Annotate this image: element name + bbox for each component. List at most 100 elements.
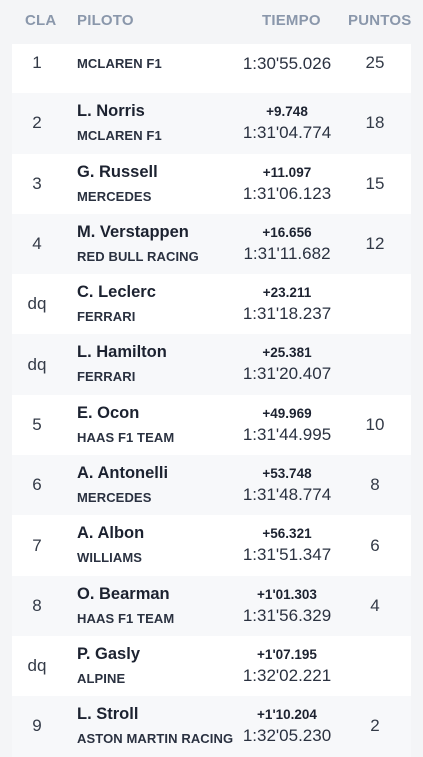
row-points: 8 <box>370 475 380 495</box>
table-row[interactable]: 3 G. Russell MERCEDES +11.097 1:31'06.12… <box>12 153 411 214</box>
row-gap: +16.656 <box>262 224 312 240</box>
row-team: MERCEDES <box>77 188 152 204</box>
table-row[interactable]: 8 O. Bearman HAAS F1 TEAM +1'01.303 1:31… <box>12 575 411 636</box>
row-position: dq <box>27 656 47 676</box>
row-points: 2 <box>370 716 380 736</box>
row-driver: G. Russell <box>77 162 158 181</box>
row-time: 1:31'48.774 <box>242 485 332 505</box>
row-position: 5 <box>32 414 42 434</box>
row-team: MCLAREN F1 <box>77 128 162 144</box>
row-driver: A. Albon <box>77 524 145 543</box>
table-row[interactable]: 5 E. Ocon HAAS F1 TEAM +49.969 1:31'44.9… <box>12 394 411 456</box>
row-time-cell: +1'07.195 1:32'02.221 <box>227 636 347 696</box>
table-row[interactable]: 2 L. Norris MCLAREN F1 +9.748 1:31'04.77… <box>12 93 411 154</box>
row-team: HAAS F1 TEAM <box>77 610 175 626</box>
row-time-cell: +11.097 1:31'06.123 <box>227 154 347 214</box>
row-time: 1:31'51.347 <box>242 545 332 565</box>
row-time-cell: +23.211 1:31'18.237 <box>227 274 347 334</box>
row-time: 1:32'02.221 <box>242 665 332 685</box>
row-time-cell: +49.969 1:31'44.995 <box>227 395 347 455</box>
row-team: ASTON MARTIN RACING <box>77 731 234 747</box>
row-points: 6 <box>370 535 380 555</box>
results-rows: 1 O. Piastri MCLAREN F1 1:30'55.026 25 2… <box>0 30 423 757</box>
row-team: MERCEDES <box>77 490 152 506</box>
row-time: 1:30'55.026 <box>242 54 332 73</box>
row-time: 1:31'06.123 <box>242 183 332 203</box>
row-time: 1:31'44.995 <box>242 424 332 444</box>
table-row[interactable]: 7 A. Albon WILLIAMS +56.321 1:31'51.347 … <box>12 515 411 576</box>
row-team: ALPINE <box>77 670 126 686</box>
row-points: 15 <box>365 173 385 193</box>
row-time: 1:31'11.682 <box>243 243 331 263</box>
row-driver: M. Verstappen <box>77 222 189 241</box>
row-team: MCLAREN F1 <box>77 56 162 71</box>
row-time-cell: +53.748 1:31'48.774 <box>227 455 347 515</box>
row-gap: +11.097 <box>262 164 312 180</box>
row-position: 2 <box>32 113 42 133</box>
row-time-cell: +25.381 1:31'20.407 <box>227 334 347 394</box>
row-gap: +56.321 <box>262 526 312 542</box>
table-row[interactable]: 9 L. Stroll ASTON MARTIN RACING +1'10.20… <box>12 696 411 757</box>
row-points: 18 <box>365 113 385 133</box>
row-position: 8 <box>32 595 42 615</box>
row-driver: E. Ocon <box>77 403 140 422</box>
row-time-cell: +1'10.204 1:32'05.230 <box>227 696 347 756</box>
row-position: 3 <box>32 173 42 193</box>
row-team: FERRARI <box>77 369 136 385</box>
row-gap: +23.211 <box>262 285 312 301</box>
row-gap: +49.969 <box>262 405 312 421</box>
table-row[interactable]: 6 A. Antonelli MERCEDES +53.748 1:31'48.… <box>12 455 411 516</box>
row-position: dq <box>27 294 47 314</box>
row-driver: O. Bearman <box>77 584 170 603</box>
row-driver: L. Hamilton <box>77 343 167 362</box>
row-team: HAAS F1 TEAM <box>77 429 175 445</box>
row-position: 6 <box>32 475 42 495</box>
table-row[interactable]: dq P. Gasly ALPINE +1'07.195 1:32'02.221 <box>12 635 411 697</box>
table-header: CLA PILOTO TIEMPO PUNTOS <box>0 0 423 44</box>
row-driver: P. Gasly <box>77 644 140 663</box>
row-gap: +25.381 <box>262 345 312 361</box>
row-team: FERRARI <box>77 309 136 325</box>
row-points: 12 <box>365 234 385 254</box>
row-position: 4 <box>32 234 42 254</box>
row-driver: A. Antonelli <box>77 464 169 483</box>
row-time-cell: 1:30'55.026 <box>227 33 347 93</box>
row-position: 9 <box>32 716 42 736</box>
row-time-cell: +1'01.303 1:31'56.329 <box>227 576 347 636</box>
header-tiempo: TIEMPO <box>262 12 321 29</box>
row-gap: +53.748 <box>262 466 312 482</box>
header-piloto: PILOTO <box>77 12 134 29</box>
row-time: 1:31'18.237 <box>242 304 332 324</box>
row-position: 1 <box>32 53 42 73</box>
row-time-cell: +9.748 1:31'04.774 <box>227 93 347 153</box>
row-team: WILLIAMS <box>77 550 143 566</box>
row-position: dq <box>27 354 47 374</box>
row-driver: L. Norris <box>77 102 145 121</box>
row-team: RED BULL RACING <box>77 248 199 264</box>
row-points <box>345 274 405 334</box>
row-position: 7 <box>32 535 42 555</box>
row-points <box>345 334 405 394</box>
row-gap: +1'07.195 <box>257 646 317 662</box>
row-gap: +1'10.204 <box>257 707 317 723</box>
row-time-cell: +16.656 1:31'11.682 <box>227 214 347 274</box>
table-row[interactable]: 4 M. Verstappen RED BULL RACING +16.656 … <box>12 213 411 275</box>
row-driver: L. Stroll <box>77 705 139 724</box>
row-time: 1:32'05.230 <box>242 726 332 746</box>
row-points: 4 <box>370 595 380 615</box>
row-time: 1:31'56.329 <box>242 605 332 625</box>
header-cla: CLA <box>25 12 57 29</box>
row-points: 25 <box>365 53 385 73</box>
table-row[interactable]: dq C. Leclerc FERRARI +23.211 1:31'18.23… <box>12 274 411 335</box>
header-puntos: PUNTOS <box>348 12 412 29</box>
row-gap: +9.748 <box>266 104 308 120</box>
row-points: 10 <box>365 414 385 434</box>
row-time: 1:31'04.774 <box>242 123 332 143</box>
row-points <box>345 636 405 696</box>
row-gap: +1'01.303 <box>257 586 317 602</box>
row-time-cell: +56.321 1:31'51.347 <box>227 515 347 575</box>
row-driver: C. Leclerc <box>77 283 156 302</box>
table-row[interactable]: dq L. Hamilton FERRARI +25.381 1:31'20.4… <box>12 334 411 395</box>
row-time: 1:31'20.407 <box>242 364 332 384</box>
